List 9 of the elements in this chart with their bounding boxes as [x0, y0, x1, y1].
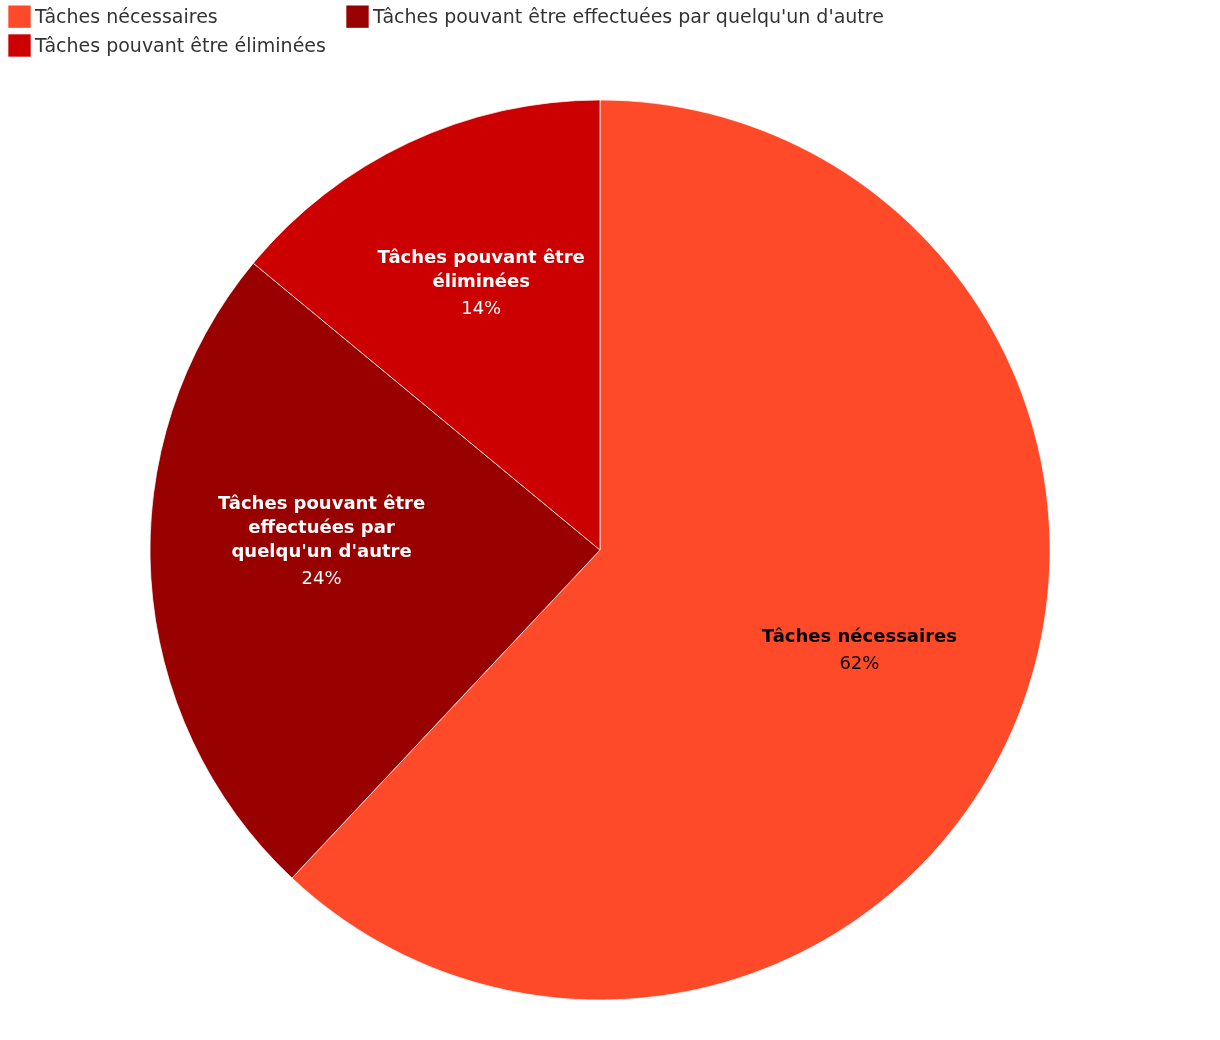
legend-label: Tâches pouvant être effectuées par quelqu'un d'autre	[372, 4, 884, 27]
data-label: 24%	[301, 566, 342, 588]
legend-label: Tâches nécessaires	[34, 4, 218, 27]
legend-label: Tâches pouvant être éliminées	[34, 33, 326, 56]
slice-label: Tâches pouvant être effectuées par quelqu'un d'autre	[217, 491, 426, 561]
slice-label: Tâches pouvant être éliminées	[377, 245, 585, 291]
slice-label: Tâches nécessaires	[761, 624, 957, 646]
data-label: 62%	[839, 651, 880, 673]
data-label: 14%	[461, 296, 502, 318]
